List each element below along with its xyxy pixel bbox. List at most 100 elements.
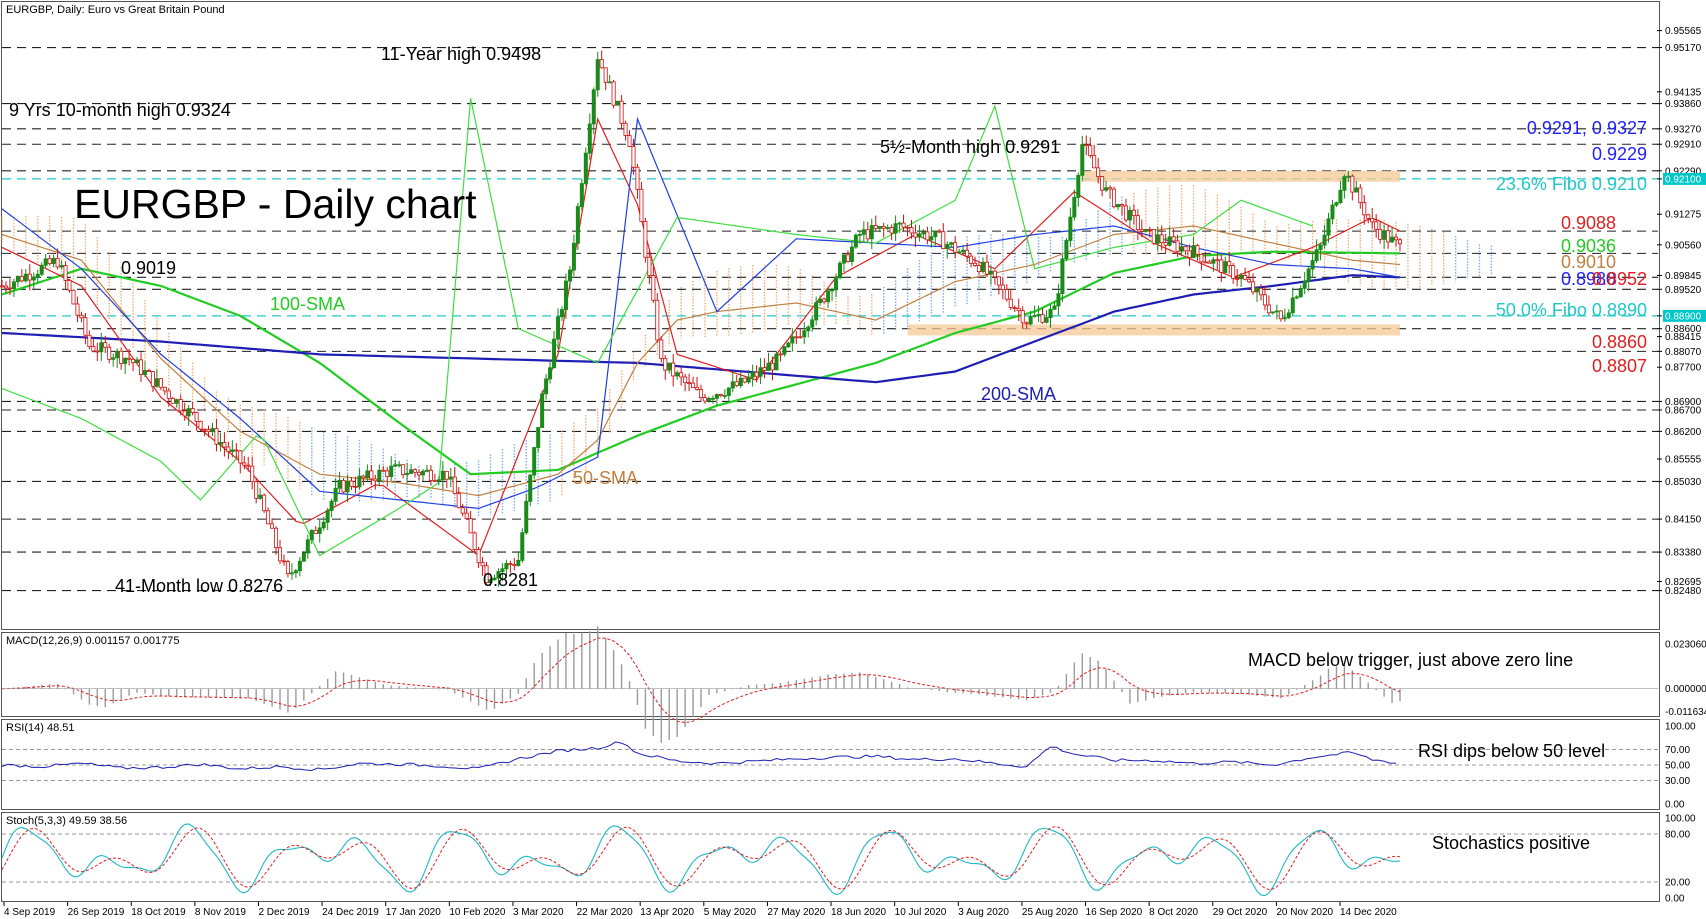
candle-body	[417, 471, 422, 476]
rsi-note: RSI dips below 50 level	[1418, 741, 1605, 761]
candle-body	[718, 394, 723, 396]
price-tick-label: 0.83380	[1665, 548, 1702, 559]
date-axis: 4 Sep 2019 26 Sep 2019 18 Oct 2019 8 Nov 20…	[3, 902, 1397, 918]
macd-pane	[1, 632, 1660, 717]
price-tick-label: 0.90560	[1665, 240, 1702, 251]
candle-body	[1052, 305, 1057, 310]
date-label: 3 Mar 2020	[513, 907, 564, 918]
candle-body	[726, 387, 731, 396]
candle-body	[11, 281, 16, 289]
candle-body	[1163, 242, 1168, 246]
candle-body	[349, 480, 354, 487]
stoch-d-line	[1, 826, 1401, 891]
level-label-8980: 0.8980	[1561, 269, 1616, 289]
candle-body	[730, 381, 735, 389]
rsi-title: RSI(14) 48.51	[6, 722, 74, 734]
candle-body	[857, 233, 862, 236]
candle-body	[1080, 144, 1085, 176]
candle-body	[1175, 240, 1180, 252]
price-tick-label: 0.82695	[1665, 577, 1702, 588]
candle-body	[1147, 228, 1152, 231]
candle-body	[897, 222, 902, 225]
candle-body	[1024, 322, 1029, 325]
candle-body	[309, 529, 314, 541]
candle-body	[484, 565, 489, 584]
candle-body	[1068, 216, 1073, 241]
candle-body	[1374, 221, 1379, 230]
candle-body	[305, 539, 310, 554]
candle-body	[714, 394, 719, 399]
price-tick-label: 0.93860	[1665, 99, 1702, 110]
candle-body	[341, 479, 346, 493]
candle-body	[23, 273, 28, 282]
candle-body	[35, 273, 40, 278]
candle-body	[1346, 175, 1351, 178]
candle-body	[1207, 261, 1212, 264]
candle-body	[393, 464, 398, 467]
candle-body	[1092, 155, 1097, 169]
candle-body	[536, 427, 541, 448]
candle-body	[1143, 228, 1148, 232]
candle-body	[293, 570, 298, 574]
candle-body	[432, 480, 437, 482]
candle-body	[174, 399, 179, 404]
level-label-8952: 0.8952	[1592, 269, 1647, 289]
candle-body	[1366, 214, 1371, 219]
candle-body	[1183, 246, 1188, 252]
candle-body	[71, 289, 76, 305]
candle-body	[377, 469, 382, 482]
candle-body	[83, 317, 88, 336]
level-label-fibo-50: 50.0% Fibo 0.8890	[1496, 300, 1647, 320]
candle-body	[1151, 229, 1156, 244]
candle-body	[1258, 287, 1263, 296]
candle-body	[774, 353, 779, 371]
date-label: 16 Sep 2020	[1086, 907, 1143, 918]
candle-body	[929, 236, 934, 241]
candle-body	[579, 183, 584, 207]
candle-body	[722, 395, 727, 397]
candle-body	[1088, 145, 1093, 156]
price-tick-label: 0.87700	[1665, 363, 1702, 374]
candle-body	[1100, 176, 1105, 191]
candle-body	[373, 478, 378, 482]
candle-body	[508, 563, 513, 565]
candle-body	[1270, 311, 1275, 314]
candle-body	[1127, 209, 1132, 221]
series-tenkan	[1, 117, 1401, 557]
candle-body	[405, 473, 410, 476]
candle-body	[595, 59, 600, 91]
level-label-9010: 0.9010	[1561, 252, 1616, 272]
candle-body	[1064, 240, 1069, 260]
price-tick-label: 0.84150	[1665, 515, 1702, 526]
candle-body	[687, 382, 692, 384]
symbol-title: EURGBP, Daily: Euro vs Great Britain Pou…	[6, 4, 225, 16]
date-label: 5 May 2020	[704, 907, 757, 918]
candle-body	[262, 494, 267, 512]
candle-body	[571, 242, 576, 271]
candle-body	[47, 258, 52, 264]
sub-indicators: 0.023060 0.000000 -0.011634 100.00 70.00 50.0…	[1, 626, 1706, 905]
candle-body	[1330, 204, 1335, 220]
date-label: 8 Oct 2020	[1149, 907, 1198, 918]
candle-body	[1251, 281, 1256, 293]
series-100-sma	[1, 250, 1401, 476]
candle-body	[317, 527, 322, 534]
candle-body	[758, 367, 763, 377]
candle-body	[540, 393, 545, 428]
candle-body	[409, 469, 414, 474]
candle-body	[210, 428, 215, 432]
candle-body	[631, 146, 636, 168]
candle-body	[1282, 317, 1287, 320]
candle-body	[170, 397, 175, 404]
price-tick-label: 0.88600	[1665, 324, 1702, 335]
candle-body	[794, 336, 799, 339]
date-label: 10 Jul 2020	[895, 907, 947, 918]
candle-body	[1398, 239, 1403, 245]
candle-body	[873, 225, 878, 229]
candle-body	[563, 280, 568, 310]
candle-body	[520, 532, 525, 561]
candle-body	[424, 469, 429, 472]
candle-body	[206, 429, 211, 432]
candle-body	[925, 231, 930, 241]
candle-body	[1215, 259, 1220, 262]
